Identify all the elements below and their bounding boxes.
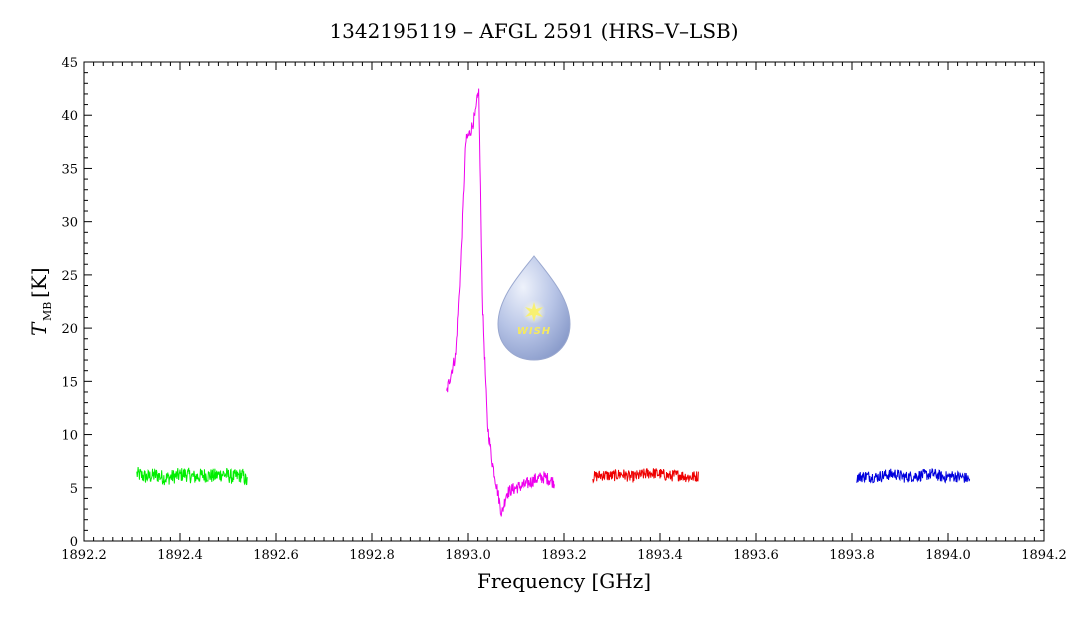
spectrum-series-4 (856, 467, 971, 484)
x-tick-label: 1893.2 (541, 548, 587, 563)
x-tick-label: 1892.4 (157, 548, 203, 563)
logo-text: WISH (517, 326, 551, 337)
y-tick-label: 45 (61, 56, 78, 71)
y-tick-label: 30 (61, 216, 78, 231)
spectrum-series-1 (136, 466, 248, 486)
y-axis-label-subscript: MB (41, 302, 54, 321)
x-tick-label: 1893.4 (637, 548, 683, 563)
y-tick-label: 10 (61, 429, 78, 444)
y-tick-label: 0 (70, 535, 78, 550)
x-tick-label: 1894.2 (1021, 548, 1067, 563)
y-tick-label: 35 (61, 162, 78, 177)
spectrum-series-2 (445, 88, 555, 517)
y-axis-label-unit: [K] (27, 267, 51, 298)
y-axis-label: T MB [K] (27, 267, 54, 336)
chart-title: 1342195119 – AFGL 2591 (HRS–V–LSB) (329, 19, 738, 43)
x-tick-label: 1893.6 (733, 548, 779, 563)
spectrum-series-3 (592, 468, 699, 484)
y-tick-label: 40 (61, 109, 78, 124)
x-axis-label: Frequency [GHz] (477, 569, 651, 593)
y-tick-label: 20 (61, 322, 78, 337)
x-tick-label: 1892.6 (253, 548, 299, 563)
x-tick-label: 1893.8 (829, 548, 875, 563)
y-tick-label: 25 (61, 269, 78, 284)
y-axis-label-symbol: T (27, 321, 51, 336)
x-tick-label: 1892.2 (61, 548, 107, 563)
series-lines (136, 88, 971, 517)
plot-frame (83, 61, 1045, 542)
x-tick-label: 1893.0 (445, 548, 491, 563)
star-icon (525, 302, 543, 322)
y-tick-label: 5 (70, 482, 78, 497)
y-tick-label: 15 (61, 375, 78, 390)
x-tick-label: 1894.0 (925, 548, 971, 563)
wish-logo: WISH (497, 255, 571, 361)
x-axis-ticks: 1892.2 1892.4 1892.6 1892.8 1893.0 1893.2 1893… (61, 62, 1067, 563)
x-tick-label: 1892.8 (349, 548, 395, 563)
